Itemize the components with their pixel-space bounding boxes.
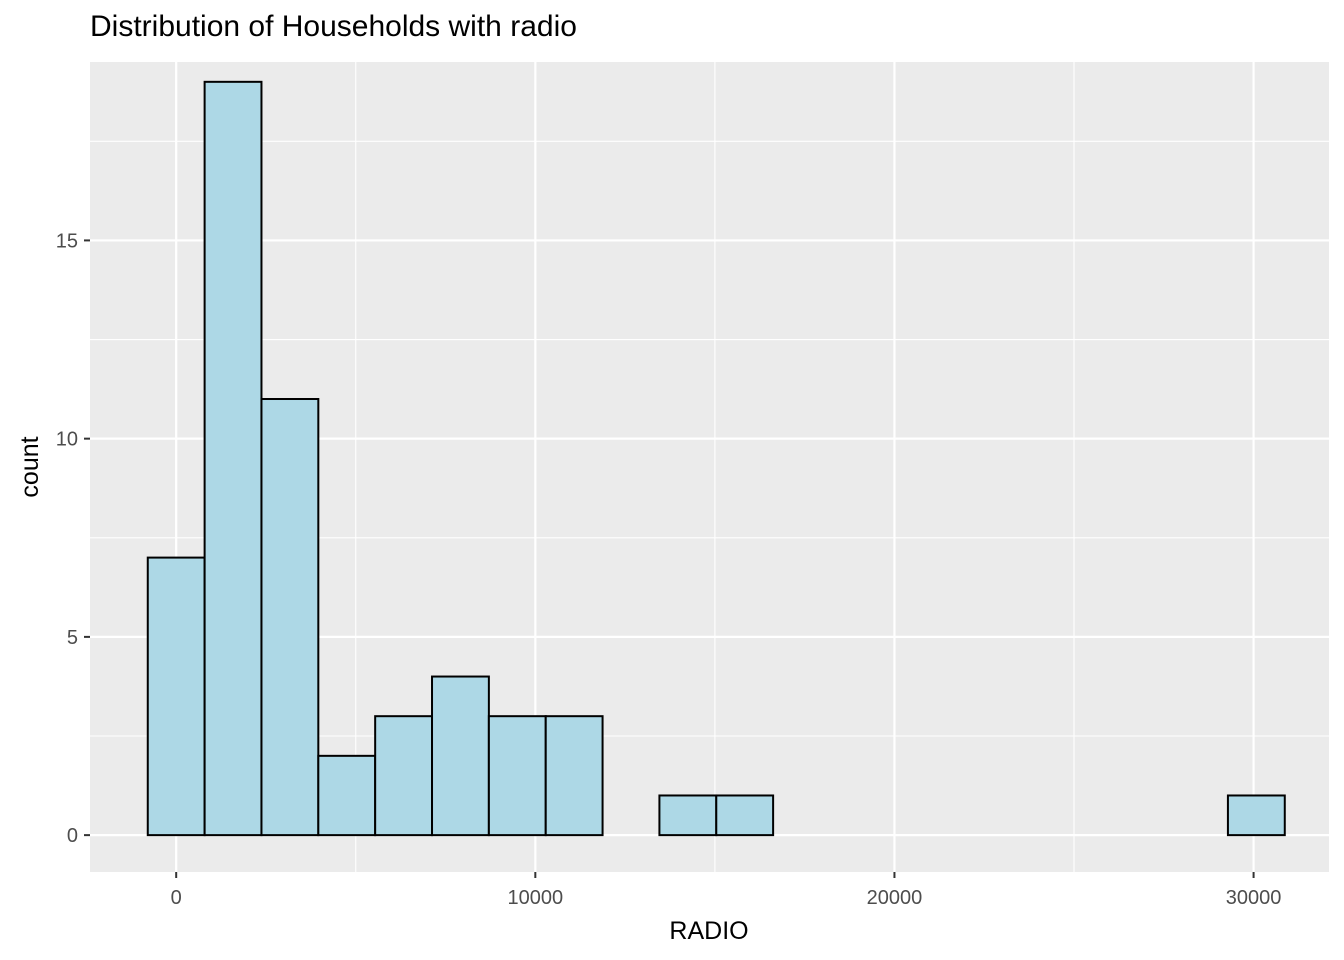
x-tick-label: 20000 [867, 887, 923, 909]
x-axis-title: RADIO [669, 917, 748, 945]
histogram-bar [1226, 794, 1286, 837]
x-axis: 0 10000 20000 30000 [171, 872, 1282, 909]
histogram-bar [203, 80, 263, 837]
histogram-bar [487, 715, 547, 837]
histogram-bar [544, 715, 604, 837]
histogram-bar [317, 754, 377, 837]
y-axis-title: count [16, 436, 44, 497]
x-tick-label: 30000 [1226, 887, 1282, 909]
histogram-bars [146, 80, 1286, 837]
histogram-bar [715, 794, 775, 837]
histogram-bar [658, 794, 718, 837]
y-tick-label: 15 [56, 230, 78, 252]
histogram-bar [146, 556, 206, 837]
x-tick-label: 0 [171, 887, 182, 909]
y-axis: 0 5 10 15 [56, 230, 90, 847]
histogram-bar [374, 715, 434, 837]
y-tick-label: 5 [67, 627, 78, 649]
x-tick-label: 10000 [508, 887, 564, 909]
histogram-bar [431, 675, 490, 837]
y-tick-label: 10 [56, 429, 78, 451]
histogram-bar [260, 398, 320, 837]
chart-title: Distribution of Households with radio [90, 10, 577, 43]
y-tick-label: 0 [67, 825, 78, 847]
